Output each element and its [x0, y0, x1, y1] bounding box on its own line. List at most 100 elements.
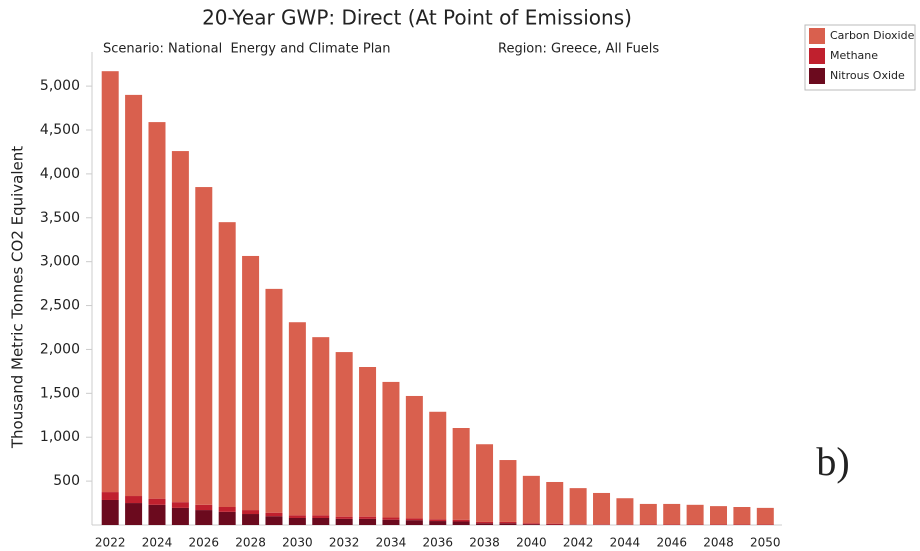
legend-swatch [809, 28, 825, 44]
bar-segment [265, 288, 283, 513]
bar-segment [756, 507, 774, 525]
bar-segment [125, 503, 143, 525]
bar-segment [335, 518, 353, 525]
region-label: Region: Greece, All Fuels [498, 42, 659, 57]
bar-segment [593, 492, 611, 525]
bar-segment [288, 517, 306, 525]
annotation: b) [816, 439, 849, 484]
x-tick-label: 2028 [235, 536, 266, 550]
bar-segment [218, 222, 236, 508]
bar-segment [663, 503, 681, 525]
x-tick-label: 2040 [516, 536, 547, 550]
bar-segment [476, 444, 494, 522]
bar-segment [405, 395, 423, 519]
bar-segment [265, 516, 283, 525]
y-axis-label: Thousand Metric Tonnes CO2 Equivalent [9, 146, 27, 449]
bar-segment [312, 337, 330, 516]
y-tick-label: 3,500 [40, 210, 80, 226]
bar-segment [546, 523, 564, 525]
bar-segment [499, 521, 517, 524]
bar-segment [101, 492, 119, 500]
bar-segment [148, 504, 166, 525]
y-tick-label: 500 [53, 473, 80, 489]
bar-segment [359, 367, 377, 517]
x-tick-label: 2030 [282, 536, 313, 550]
legend-swatch [809, 48, 825, 64]
bar-segment [429, 411, 447, 520]
bar-segment [171, 507, 189, 525]
legend-label: Carbon Dioxide [830, 29, 915, 42]
legend-label: Methane [830, 49, 878, 62]
bar-segment [616, 498, 634, 525]
bar-segment [242, 514, 260, 525]
bar-segment [101, 499, 119, 525]
bar-segment [499, 523, 517, 525]
x-tick-label: 2046 [656, 536, 687, 550]
bar-segment [171, 151, 189, 503]
bar-segment [218, 507, 236, 512]
y-tick-label: 3,000 [40, 254, 80, 270]
bar-segment [335, 516, 353, 519]
x-tick-label: 2050 [750, 536, 781, 550]
bar-segment [522, 524, 540, 525]
y-tick-label: 5,000 [40, 78, 80, 94]
chart-subtitle: Scenario: National Energy and Climate Pl… [103, 42, 391, 57]
bar-segment [171, 502, 189, 508]
bar-segment [242, 255, 260, 511]
x-tick-label: 2044 [610, 536, 641, 550]
bar-segment [312, 515, 330, 518]
bar-segment [452, 521, 470, 525]
bar-segment [522, 475, 540, 524]
x-tick-label: 2048 [703, 536, 734, 550]
bar-segment [382, 517, 400, 520]
bar-segment [452, 519, 470, 522]
bar-segment [405, 518, 423, 521]
bar-segment [452, 428, 470, 520]
bar-segment [288, 515, 306, 518]
x-tick-label: 2038 [469, 536, 500, 550]
bar-segment [733, 507, 751, 525]
y-tick-label: 4,500 [40, 122, 80, 138]
bar-segment [476, 521, 494, 524]
bar-segment [195, 187, 213, 505]
bar-segment [125, 496, 143, 504]
bar-segment [405, 520, 423, 525]
x-tick-label: 2034 [376, 536, 407, 550]
legend-label: Nitrous Oxide [830, 69, 905, 82]
bar-segment [639, 503, 657, 525]
chart-title: 20-Year GWP: Direct (At Point of Emissio… [202, 6, 632, 30]
y-tick-label: 2,500 [40, 298, 80, 314]
y-tick-label: 4,000 [40, 166, 80, 182]
legend-swatch [809, 68, 825, 84]
bar-segment [522, 523, 540, 525]
y-tick-label: 2,000 [40, 341, 80, 357]
bar-segment [359, 518, 377, 525]
bar-segment [710, 506, 728, 525]
bar-segment [195, 504, 213, 511]
bar-segment [476, 523, 494, 525]
y-tick-label: 1,500 [40, 385, 80, 401]
x-tick-label: 2022 [95, 536, 126, 550]
x-tick-label: 2042 [563, 536, 594, 550]
y-tick-label: 1,000 [40, 429, 80, 445]
bar-segment [148, 122, 166, 499]
x-tick-label: 2026 [189, 536, 220, 550]
bar-segment [125, 94, 143, 497]
bar-segment [499, 460, 517, 522]
bar-segment [686, 504, 704, 525]
bar-segment [335, 352, 353, 517]
bar-segment [218, 511, 236, 525]
x-tick-label: 2032 [329, 536, 360, 550]
bar-segment [429, 519, 447, 522]
x-tick-label: 2024 [142, 536, 173, 550]
bar-segment [429, 521, 447, 525]
bar-segment [195, 510, 213, 525]
bar-segment [569, 488, 587, 525]
bar-segment [288, 322, 306, 516]
bar-segment [546, 481, 564, 524]
bar-segment [148, 498, 166, 505]
bar-segment [382, 381, 400, 518]
bar-segment [312, 517, 330, 525]
bar-segment [382, 519, 400, 525]
